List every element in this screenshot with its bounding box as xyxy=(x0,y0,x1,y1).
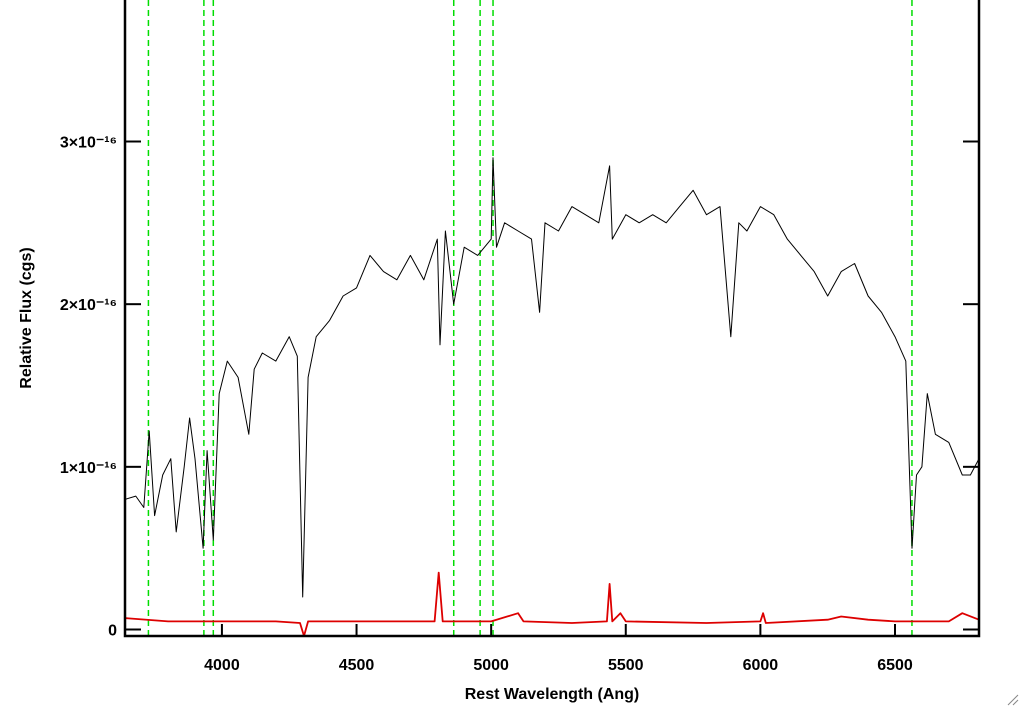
spectrum-line xyxy=(124,571,980,637)
x-tick-label: 4000 xyxy=(204,657,240,674)
x-tick-label: 5000 xyxy=(473,657,509,674)
y-tick-label: 3×10⁻¹⁶ xyxy=(60,135,117,152)
y-tick-label: 2×10⁻¹⁶ xyxy=(60,297,117,314)
x-tick-label: 6000 xyxy=(743,657,779,674)
y-axis-label: Relative Flux (cgs) xyxy=(18,247,35,388)
plot-frame xyxy=(123,0,981,638)
y-tick-label: 0 xyxy=(108,622,117,639)
x-axis-label: Rest Wavelength (Ang) xyxy=(465,686,640,703)
x-tick-label: 4500 xyxy=(339,657,375,674)
x-tick-label: 6500 xyxy=(877,657,913,674)
x-tick-label: 5500 xyxy=(608,657,644,674)
resize-grip xyxy=(1007,694,1019,706)
y-tick-label: 1×10⁻¹⁶ xyxy=(60,460,117,477)
spectrum-line xyxy=(124,157,980,598)
